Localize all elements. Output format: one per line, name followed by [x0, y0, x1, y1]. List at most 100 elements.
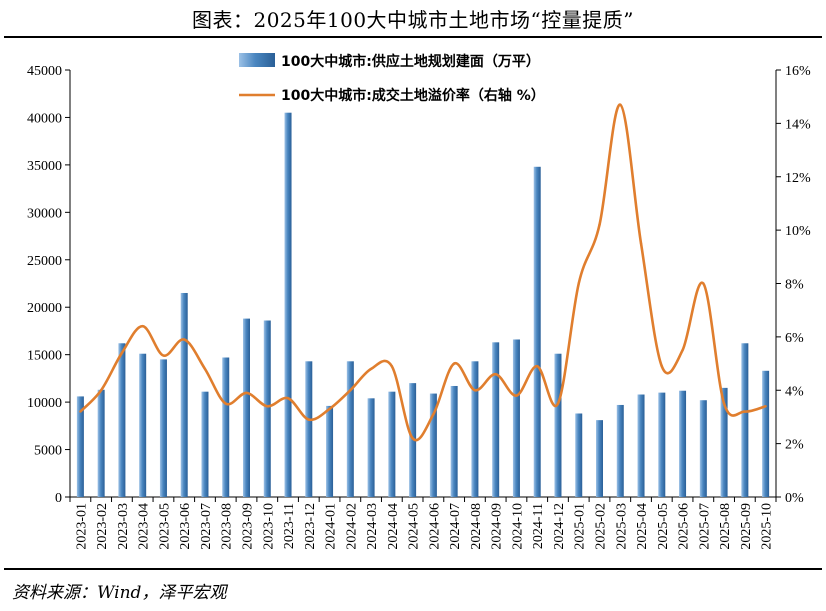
- x-tick-label: 2023-03: [116, 503, 131, 550]
- line-point-2024-07: [452, 362, 456, 365]
- right-tick-label: 6%: [785, 331, 804, 346]
- x-tick-label: 2025-09: [739, 503, 754, 550]
- x-tick-label: 2025-01: [573, 503, 588, 550]
- line-point-2023-08: [224, 402, 227, 405]
- line-point-2023-12: [307, 418, 310, 421]
- x-tick-label: 2025-07: [697, 503, 712, 550]
- x-tick-label: 2023-07: [199, 503, 214, 550]
- line-point-2024-08: [473, 389, 477, 392]
- x-tick-label: 2025-06: [677, 503, 692, 550]
- bar-2023-06: [180, 292, 188, 497]
- line-point-2023-06: [183, 338, 186, 341]
- x-tick-label: 2023-02: [95, 503, 110, 550]
- bar-2024-10: [512, 339, 520, 497]
- x-tick-label: 2024-07: [448, 503, 463, 550]
- left-tick-label: 20000: [27, 301, 62, 316]
- x-tick-label: 2023-11: [282, 503, 297, 549]
- line-point-2023-01: [79, 410, 82, 413]
- line-point-2023-04: [141, 325, 144, 328]
- bar-2025-01: [575, 413, 583, 497]
- line-series: [79, 103, 767, 442]
- right-tick-label: 16%: [785, 64, 811, 79]
- right-tick-label: 4%: [785, 384, 804, 399]
- bar-series: [76, 112, 770, 497]
- line-point-2024-09: [494, 373, 497, 376]
- x-tick-label: 2024-09: [490, 503, 505, 550]
- axes: 0 5000 10000 15000 20000 25000 30000 35000 40000…: [27, 64, 811, 550]
- bar-2024-03: [367, 398, 375, 497]
- bar-2023-07: [201, 391, 209, 497]
- x-tick-label: 2024-10: [510, 503, 525, 550]
- line-point-2024-02: [349, 389, 352, 392]
- line-point-2025-05: [660, 365, 663, 368]
- x-tick-label: 2025-05: [656, 503, 671, 550]
- bar-2024-11: [533, 166, 541, 497]
- x-tick-label: 2025-08: [718, 503, 733, 550]
- bar-2025-04: [637, 394, 645, 497]
- legend-bar-swatch: [239, 53, 275, 67]
- line-point-2024-05: [411, 437, 414, 440]
- x-tick-label: 2023-06: [178, 503, 193, 550]
- x-tick-label: 2023-10: [261, 503, 276, 550]
- bar-2023-09: [243, 318, 250, 497]
- line-point-2023-05: [162, 354, 165, 357]
- x-tick-label: 2023-08: [220, 503, 235, 550]
- left-tick-label: 5000: [34, 444, 62, 459]
- bar-2023-12: [305, 361, 313, 497]
- bar-2023-01: [76, 396, 84, 497]
- x-tick-label: 2023-01: [74, 503, 89, 550]
- line-point-2025-04: [639, 242, 643, 245]
- left-tick-label: 30000: [27, 206, 62, 221]
- line-point-2023-09: [245, 391, 248, 395]
- bar-2024-12: [554, 353, 562, 497]
- bar-2024-01: [326, 405, 334, 497]
- line-point-2025-02: [598, 223, 601, 226]
- x-tick-label: 2025-04: [635, 503, 650, 550]
- bar-2023-02: [97, 389, 105, 497]
- bar-2024-06: [429, 393, 437, 497]
- right-tick-label: 0%: [785, 491, 804, 506]
- left-tick-label: 40000: [27, 111, 62, 126]
- line-point-2024-01: [328, 407, 331, 411]
- right-tick-label: 8%: [785, 278, 804, 293]
- right-tick-label: 2%: [785, 438, 804, 453]
- x-tick-label: 2025-02: [594, 503, 609, 550]
- x-tick-label: 2024-08: [469, 503, 484, 550]
- bar-2024-04: [388, 391, 396, 497]
- line-point-2025-03: [619, 103, 622, 106]
- right-tick-label: 10%: [785, 224, 811, 239]
- bar-2025-05: [658, 392, 666, 497]
- x-tick-label: 2024-12: [552, 503, 567, 550]
- line-point-2023-07: [203, 367, 207, 371]
- bar-2023-03: [118, 343, 126, 497]
- bar-2025-10: [762, 370, 770, 497]
- bar-2023-04: [139, 353, 147, 497]
- bar-2024-08: [471, 361, 479, 497]
- left-tick-label: 45000: [27, 64, 62, 79]
- bar-2025-03: [616, 404, 624, 497]
- x-tick-label: 2024-11: [531, 503, 546, 549]
- left-tick-label: 15000: [27, 349, 62, 364]
- line-point-2025-10: [764, 405, 767, 408]
- x-tick-label: 2024-01: [324, 503, 339, 550]
- line-point-2025-09: [743, 410, 747, 413]
- chart-title: 图表：2025年100大中城市土地市场“控量提质”: [191, 8, 635, 32]
- line-point-2025-08: [722, 402, 726, 405]
- bar-2023-05: [159, 359, 167, 497]
- bar-2024-02: [346, 361, 354, 497]
- line-point-2023-03: [120, 351, 124, 355]
- line-point-2023-02: [99, 389, 103, 392]
- bar-2024-07: [450, 385, 458, 497]
- line-point-2024-06: [432, 413, 435, 416]
- line-point-2025-01: [577, 282, 580, 285]
- bar-2023-10: [263, 320, 271, 497]
- right-tick-label: 14%: [785, 117, 811, 132]
- line-point-2024-10: [515, 394, 518, 397]
- left-tick-label: 10000: [27, 396, 62, 411]
- line-point-2023-11: [286, 397, 290, 400]
- left-tick-label: 25000: [27, 254, 62, 269]
- x-tick-label: 2023-05: [157, 503, 172, 550]
- line-point-2024-04: [390, 365, 394, 368]
- line-point-2024-11: [536, 365, 539, 368]
- bar-2025-06: [679, 390, 687, 497]
